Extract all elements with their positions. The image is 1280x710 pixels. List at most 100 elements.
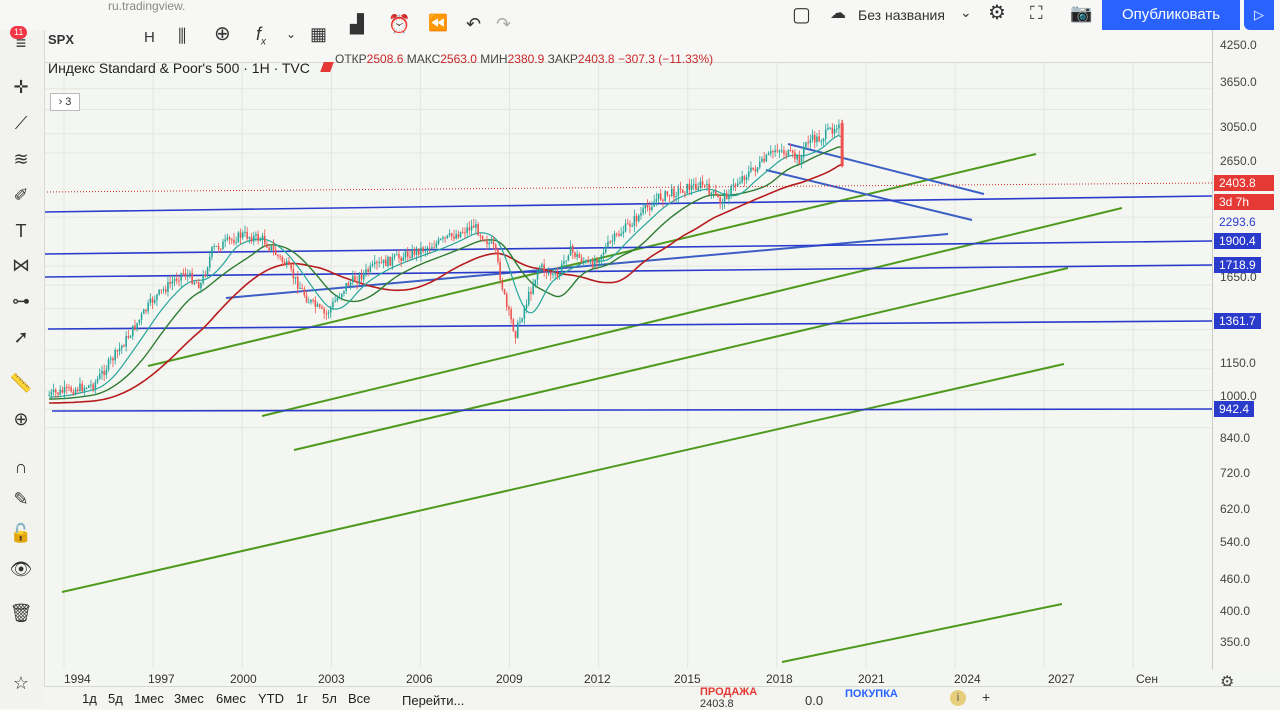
candle-body xyxy=(538,267,541,272)
range-button[interactable]: 1д xyxy=(82,691,97,706)
lock-drawing-icon[interactable]: ✎ xyxy=(13,489,29,509)
time-tick-label: 2003 xyxy=(318,672,345,686)
candle-body xyxy=(838,124,840,129)
ohlc-values: ОТКР2508.6 МАКС2563.0 МИН2380.9 ЗАКР2403… xyxy=(335,52,713,66)
candle-body xyxy=(164,289,167,292)
alert-icon[interactable]: ⏰ xyxy=(388,14,411,34)
replay-icon[interactable]: ⏪ xyxy=(428,15,448,32)
candle-body xyxy=(175,278,178,281)
candle-body xyxy=(266,243,268,248)
crosshair-icon[interactable]: ✛ xyxy=(13,77,29,97)
candle-body xyxy=(224,239,226,242)
candle-body xyxy=(745,176,748,180)
range-button[interactable]: 1мес xyxy=(134,691,164,706)
fib-icon[interactable]: ≋ xyxy=(13,149,29,169)
play-icon[interactable]: ▷ xyxy=(1244,0,1274,30)
zoom-icon[interactable]: ⊕ xyxy=(13,409,29,429)
camera-icon[interactable]: 📷 xyxy=(1070,3,1093,23)
candle-body xyxy=(765,154,768,162)
range-button[interactable]: YTD xyxy=(258,691,284,706)
trend-line xyxy=(781,603,1063,663)
gear-icon[interactable]: ⚙ xyxy=(988,2,1006,24)
candle-body xyxy=(569,245,572,256)
indicators-collapse-button[interactable]: › 3 xyxy=(50,93,80,111)
price-tick-label: 620.0 xyxy=(1220,502,1251,516)
candle-body xyxy=(703,184,706,186)
candle-body xyxy=(369,265,372,272)
goto-date-button[interactable]: Перейти... xyxy=(402,693,465,708)
low-label: МИН xyxy=(480,52,508,66)
candle-body xyxy=(424,249,427,252)
candle-body xyxy=(349,282,352,286)
price-tick-label: 1150.0 xyxy=(1220,356,1256,370)
candle-body xyxy=(145,309,147,312)
undo-icon[interactable]: ↶ xyxy=(466,14,482,34)
candle-body xyxy=(642,208,644,214)
sell-label[interactable]: ПРОДАЖА xyxy=(700,686,758,698)
menu-icon[interactable]: ≡ xyxy=(15,33,27,53)
interval-button[interactable]: H xyxy=(144,29,155,46)
prediction-icon[interactable]: ⊶ xyxy=(12,291,30,311)
candle-body xyxy=(466,227,468,233)
range-button[interactable]: Все xyxy=(348,691,371,706)
text-icon[interactable]: T xyxy=(15,221,27,241)
redo-icon[interactable]: ↷ xyxy=(496,14,512,34)
candle-body xyxy=(728,195,730,200)
candle-body xyxy=(800,157,803,165)
pattern-icon[interactable]: ⋈ xyxy=(12,255,30,275)
candle-body xyxy=(710,192,713,195)
symbol-search-button[interactable]: SPX xyxy=(48,32,75,47)
add-icon[interactable]: + xyxy=(982,689,991,705)
candle-body xyxy=(356,281,358,283)
chevron-down-icon[interactable]: ⌄ xyxy=(286,27,297,41)
candle-body xyxy=(171,281,174,284)
chart-legend: Индекс Standard & Poor's 500 · 1H · TVC xyxy=(48,60,310,76)
candle-body xyxy=(81,383,83,392)
layout-square-icon[interactable]: ▢ xyxy=(792,4,811,26)
candle-body xyxy=(162,289,165,291)
candle-body xyxy=(272,246,275,250)
layout-name[interactable]: Без названия xyxy=(858,7,945,23)
fullscreen-icon[interactable]: ⛶ xyxy=(1030,3,1043,23)
trash-icon[interactable]: 🗑 xyxy=(9,603,33,623)
publish-button[interactable]: Опубликовать xyxy=(1102,0,1240,30)
info-icon[interactable]: i xyxy=(950,690,966,706)
bars-style-icon[interactable]: ⫼ xyxy=(178,26,187,46)
buy-label[interactable]: ПОКУПКА xyxy=(845,688,898,700)
price-scale[interactable] xyxy=(1212,30,1280,670)
candle-body xyxy=(391,257,394,266)
candle-body xyxy=(59,389,61,395)
url-fragment: ru.tradingview. xyxy=(108,0,186,13)
candle-body xyxy=(580,257,583,263)
layout-chevron-icon[interactable]: ⌄ xyxy=(960,4,972,20)
eye-icon[interactable]: 👁 xyxy=(9,559,33,579)
candle-body xyxy=(673,188,675,198)
candle-body xyxy=(239,232,242,238)
cloud-icon[interactable]: ☁ xyxy=(830,5,846,22)
icons-tool-icon[interactable]: ➚ xyxy=(13,327,29,347)
price-tick-label: 400.0 xyxy=(1220,604,1251,618)
chart-type-icon[interactable]: ▟ xyxy=(350,14,364,34)
candle-body xyxy=(206,267,209,275)
range-button[interactable]: 3мес xyxy=(174,691,204,706)
fx-icon[interactable]: fx xyxy=(256,24,267,48)
range-button[interactable]: 6мес xyxy=(216,691,246,706)
templates-icon[interactable]: ▦ xyxy=(310,24,328,44)
range-button[interactable]: 5д xyxy=(108,691,123,706)
candle-body xyxy=(87,385,90,388)
candle-body xyxy=(376,261,378,264)
candle-body xyxy=(571,245,574,253)
range-button[interactable]: 5л xyxy=(322,691,337,706)
lock-icon[interactable]: 🔓 xyxy=(9,523,33,543)
brush-icon[interactable]: ✐ xyxy=(13,185,29,205)
candle-body xyxy=(490,241,493,243)
candle-body xyxy=(488,242,490,245)
add-indicator-icon[interactable]: ⊕ xyxy=(214,23,231,45)
trend-line-icon[interactable]: ⟋ xyxy=(14,113,28,133)
star-icon[interactable]: ☆ xyxy=(12,673,30,693)
magnet-icon[interactable]: ∩ xyxy=(14,457,28,477)
candle-body xyxy=(153,300,156,303)
range-button[interactable]: 1г xyxy=(296,691,308,706)
ruler-icon[interactable]: 📏 xyxy=(9,373,33,393)
